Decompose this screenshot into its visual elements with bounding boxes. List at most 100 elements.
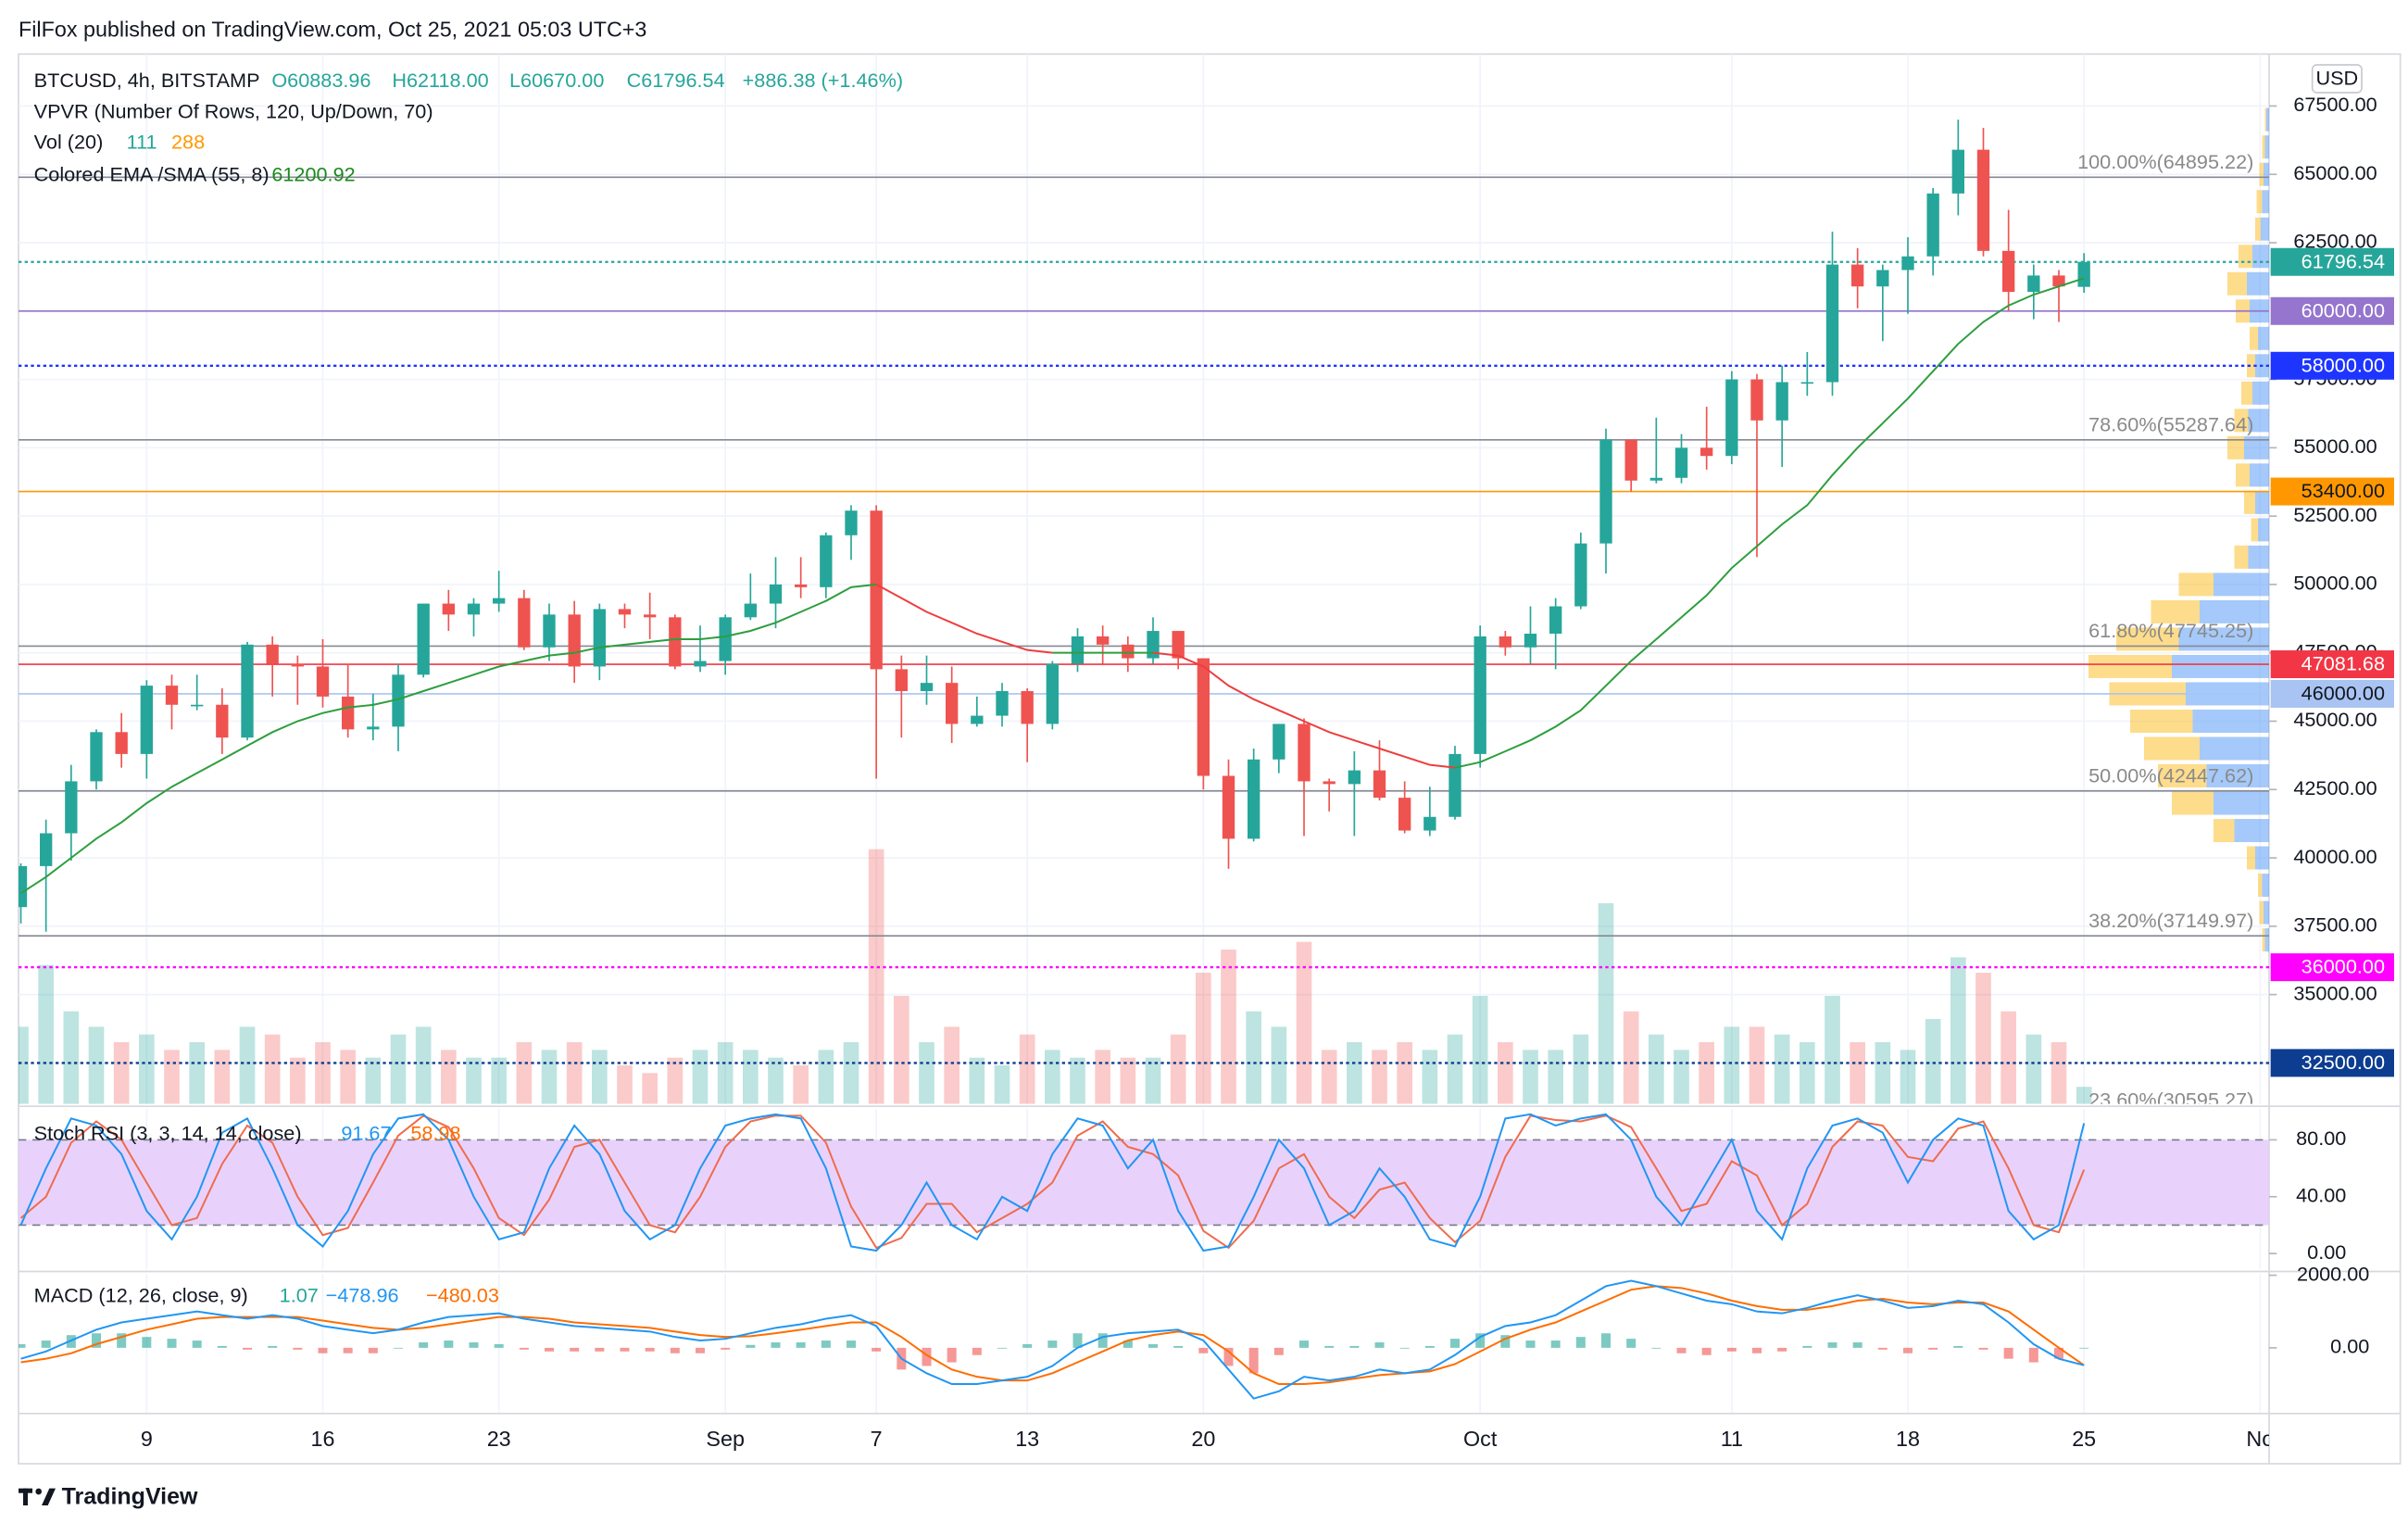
ema-name: Colored EMA /SMA (55, 8) (34, 163, 270, 186)
macd-hist-bar (419, 1342, 429, 1348)
publish-header: FilFox published on TradingView.com, Oct… (19, 17, 646, 41)
volume-bar (189, 1042, 206, 1104)
chart-frame (18, 53, 2402, 1465)
macd-hist-bar (1550, 1340, 1561, 1348)
candle-body (1147, 631, 1160, 659)
macd-hist-bar (469, 1342, 479, 1348)
candle-body (2052, 275, 2065, 287)
candle-body (618, 609, 632, 615)
candle-body (719, 617, 732, 661)
candle-body (1775, 382, 1788, 421)
volume-bar (1623, 1011, 1639, 1104)
vpvr-up (2255, 490, 2269, 514)
x-tick-label: 9 (141, 1427, 153, 1451)
volume-bar (1347, 1042, 1362, 1104)
candle-body (1323, 781, 1336, 785)
volume-bar (994, 1065, 1010, 1104)
vpvr-down (2234, 409, 2249, 433)
y-tick-label: 80.00 (2296, 1127, 2346, 1150)
macd-hist-bar (343, 1347, 353, 1353)
volume-bar (19, 1026, 29, 1104)
candle-body (40, 833, 53, 866)
macd-hist-bar (1827, 1342, 1837, 1348)
vpvr-down (2262, 135, 2265, 159)
macd-hist-bar (92, 1333, 102, 1348)
volume-bar (1900, 1050, 1916, 1104)
macd-hist-bar (1374, 1342, 1385, 1348)
y-tick-label: 55000.00 (2293, 434, 2377, 458)
volume-bar (466, 1057, 482, 1104)
vpvr-down (2258, 874, 2263, 898)
y-tick-label: 0.00 (2307, 1240, 2346, 1264)
volume-bar (491, 1057, 508, 1104)
macd-hist-bar (2079, 1347, 2089, 1349)
macd-hist-bar (1198, 1347, 1209, 1353)
volume-bar (1422, 1050, 1438, 1104)
vpvr-up (2200, 736, 2269, 761)
volume-bar (894, 996, 909, 1104)
candle-body (1298, 724, 1311, 782)
macd-hist-bar (1097, 1333, 1108, 1348)
volume-bar (1800, 1042, 1815, 1104)
volume-bar (743, 1050, 759, 1104)
x-tick-label: 7 (871, 1427, 883, 1451)
candle-body (945, 683, 959, 724)
level-label: 53400.00 (2301, 479, 2385, 502)
macd-hist-bar (19, 1343, 26, 1348)
y-tick-label: 42500.00 (2293, 776, 2377, 799)
stoch-k-line (19, 1113, 2086, 1252)
volume-bar (38, 964, 55, 1104)
vpvr-up (2264, 900, 2269, 925)
candle-body (543, 614, 556, 648)
vpvr-down (2251, 518, 2258, 542)
volume-bar (441, 1050, 457, 1104)
candle-body (1172, 631, 1185, 659)
volume-bar (1774, 1034, 1790, 1104)
candle-body (140, 686, 154, 754)
macd-hist-bar (1676, 1347, 1687, 1353)
volume-bar (1975, 973, 1991, 1104)
macd-hist-bar (1047, 1340, 1058, 1348)
candle-body (266, 644, 279, 664)
vpvr-down (2172, 791, 2214, 815)
level-label: 58000.00 (2301, 353, 2385, 376)
vpvr-down (2262, 928, 2265, 952)
level-label: 61796.54 (2301, 249, 2385, 272)
macd-hist-bar (318, 1347, 328, 1353)
candle-body (1800, 382, 1814, 384)
macd-hist-bar (117, 1333, 127, 1348)
y-tick-label: 50000.00 (2293, 572, 2377, 595)
vpvr-up (2200, 599, 2269, 623)
candle-body (1549, 606, 1562, 635)
main-pane: 100.00%(64895.22) 78.60%(55287.64) 61.80%(… (19, 54, 2269, 1104)
volume-bar (1397, 1042, 1412, 1104)
candle-body (115, 732, 128, 754)
macd-hist-bar (1173, 1345, 1184, 1348)
macd-name: MACD (12, 26, close, 9) (34, 1284, 248, 1307)
volume-bar (1045, 1050, 1060, 1104)
candle-body (216, 704, 229, 738)
level-label: 60000.00 (2301, 298, 2385, 321)
volume-bar (642, 1073, 658, 1104)
macd-hist-bar (2003, 1347, 2013, 1359)
volume-bar (164, 1050, 180, 1104)
vpvr-down (2250, 326, 2258, 350)
level-badge (2270, 477, 2394, 506)
ema-line (1152, 651, 1456, 769)
macd-hist-bar (217, 1345, 227, 1348)
candle-body (1474, 636, 1486, 754)
volume-bar (340, 1050, 356, 1104)
level-label: 47081.68 (2301, 652, 2385, 675)
fib-label: 78.60%(55287.64) (2088, 413, 2253, 436)
candle-body (694, 661, 707, 667)
candle-body (1674, 447, 1688, 478)
candle-body (568, 614, 581, 667)
macd-hist-bar (796, 1342, 806, 1348)
macd-hist-bar (1450, 1339, 1460, 1348)
vpvr-down (2241, 381, 2252, 405)
candle-body (241, 644, 254, 738)
volume-name: Vol (20) (34, 131, 104, 154)
x-tick-label: 16 (311, 1427, 335, 1451)
macd-hist-bar (847, 1340, 857, 1348)
